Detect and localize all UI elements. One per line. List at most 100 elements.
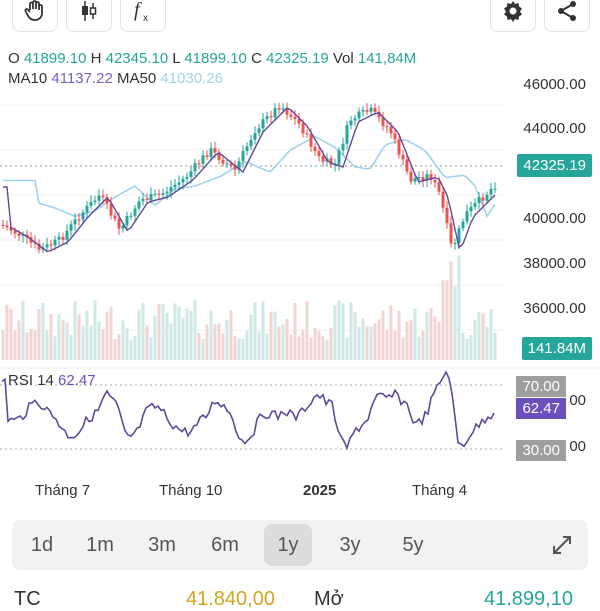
candle-body — [225, 163, 229, 165]
rsi-30-tag: 30.00 — [516, 440, 566, 461]
volume-bar — [401, 337, 405, 360]
chart-type-button[interactable] — [66, 0, 112, 32]
range-1y-button[interactable]: 1y — [264, 524, 312, 566]
y-label-36000: 36000.00 — [523, 300, 586, 317]
candle-body — [217, 152, 221, 160]
candle-body — [369, 107, 373, 112]
range-5y-button[interactable]: 5y — [402, 533, 424, 556]
volume-bar — [373, 323, 377, 360]
volume-bar — [41, 302, 45, 360]
volume-bar — [161, 304, 165, 360]
volume-bar — [349, 302, 353, 360]
indicators-button[interactable]: f x — [120, 0, 166, 32]
candle-body — [129, 215, 133, 217]
candle-body — [241, 151, 245, 162]
volume-bar — [301, 330, 305, 360]
candle-body — [197, 163, 201, 165]
candle-body — [317, 150, 321, 157]
volume-bar — [53, 336, 57, 360]
ma50-label: MA50 — [116, 70, 157, 87]
candle-body — [185, 176, 189, 179]
candle-body — [13, 230, 17, 234]
expand-icon — [553, 536, 571, 554]
svg-text:f: f — [134, 0, 142, 21]
volume-bar — [177, 306, 181, 360]
candle-body — [57, 236, 61, 240]
candle-body — [465, 211, 469, 222]
range-1d-button[interactable]: 1d — [30, 533, 54, 556]
candle-body — [489, 189, 493, 195]
volume-bar — [353, 311, 357, 360]
volume-bar — [441, 280, 445, 360]
close-label: C — [251, 50, 262, 67]
close-value: 42325.19 — [266, 50, 329, 67]
ohlc-readout: O 41899.10 H 42345.10 L 41899.10 C 42325… — [8, 50, 416, 67]
candle-body — [385, 126, 389, 128]
rsi-line — [1, 370, 495, 451]
volume-bar — [201, 339, 205, 360]
candle-body — [445, 207, 449, 224]
moving-average-readout: MA10 41137.22 MA50 41030.26 — [8, 70, 223, 87]
price-chart[interactable] — [0, 90, 600, 480]
candle-body — [277, 108, 281, 110]
candle-body — [69, 224, 73, 231]
candle-body — [237, 161, 241, 170]
candle-body — [189, 171, 193, 177]
candle-body — [349, 120, 353, 126]
volume-bar — [37, 309, 41, 360]
range-6m-button[interactable]: 6m — [211, 533, 239, 556]
volume-bar — [433, 316, 437, 360]
ma50-line — [3, 135, 496, 219]
volume-bar — [389, 305, 393, 360]
volume-bar — [461, 332, 465, 360]
volume-bar — [237, 338, 241, 360]
volume-bar — [325, 339, 329, 360]
volume-bar — [277, 326, 281, 360]
volume-bar — [33, 330, 37, 360]
candle-body — [297, 119, 301, 124]
high-value: 42345.10 — [105, 50, 169, 67]
candle-body — [177, 182, 181, 185]
volume-bar — [305, 300, 309, 360]
volume-bar — [481, 313, 485, 360]
volume-bar — [217, 323, 221, 360]
open-label: O — [8, 50, 20, 67]
volume-bar — [293, 303, 297, 360]
gear-icon — [504, 1, 522, 22]
candle-body — [377, 111, 381, 118]
volume-bar — [337, 300, 341, 360]
settings-button[interactable] — [490, 0, 536, 32]
range-1m-button[interactable]: 1m — [86, 533, 114, 556]
volume-bar — [45, 330, 49, 360]
candle-body — [105, 197, 109, 204]
x-label-thang-10: Tháng 10 — [159, 482, 223, 499]
volume-bar — [149, 337, 153, 360]
volume-bar — [329, 327, 333, 360]
volume-bar — [289, 334, 293, 360]
candle-body — [469, 206, 473, 212]
candle-body — [313, 146, 317, 151]
candle-body — [93, 200, 97, 203]
candle-body — [53, 239, 57, 246]
candle-body — [353, 118, 357, 121]
candle-body — [257, 128, 261, 134]
volume-bar — [421, 330, 425, 360]
range-3m-button[interactable]: 3m — [148, 533, 176, 556]
share-button[interactable] — [544, 0, 590, 32]
volume-bar — [485, 326, 489, 360]
candle-body — [109, 203, 113, 216]
candle-body — [153, 193, 157, 195]
volume-bar — [449, 261, 453, 360]
candle-body — [121, 225, 125, 229]
fullscreen-button[interactable] — [542, 520, 582, 570]
candle-body — [397, 139, 401, 155]
ma10-label: MA10 — [8, 70, 48, 87]
candle-body — [101, 195, 105, 198]
volume-bar — [341, 303, 345, 360]
candle-body — [209, 148, 213, 158]
range-3y-button[interactable]: 3y — [339, 533, 361, 556]
hand-tool-button[interactable] — [12, 0, 58, 32]
candle-body — [253, 133, 257, 140]
rsi-value: 62.47 — [58, 372, 96, 389]
candle-body — [341, 143, 345, 151]
